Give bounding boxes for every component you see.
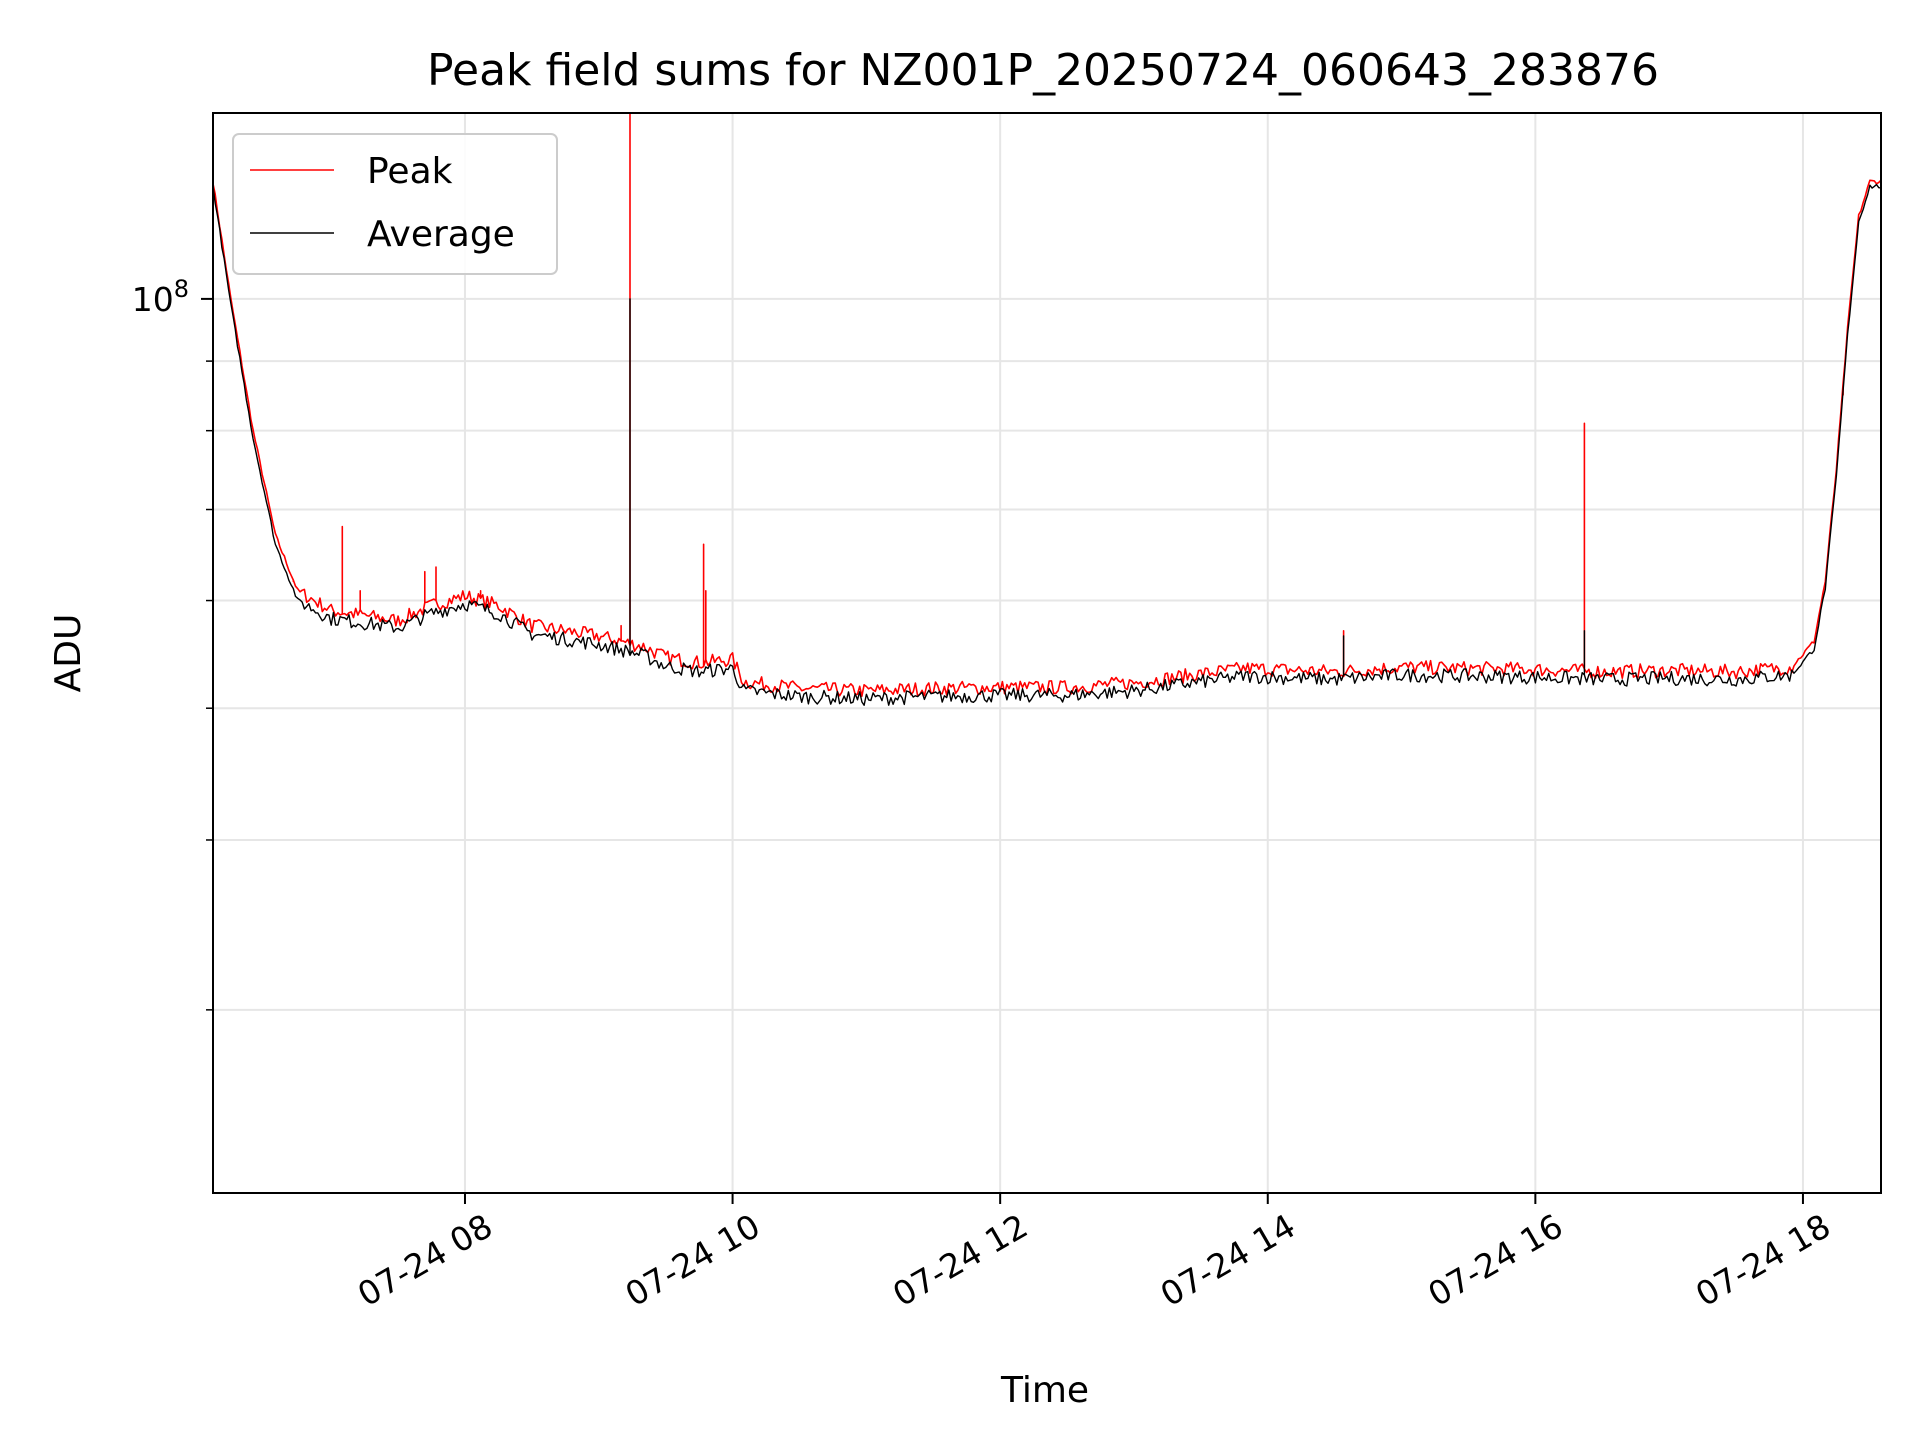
series-layer — [213, 113, 1881, 706]
legend-label-average: Average — [367, 214, 515, 255]
series-line-average — [213, 183, 1881, 706]
grid — [213, 113, 1881, 1193]
x-axis-label: Time — [1000, 1370, 1089, 1411]
series-line-peak — [213, 113, 1881, 697]
y-axis: 108 — [132, 275, 213, 1011]
y-axis-label: ADU — [48, 614, 89, 693]
legend-box — [232, 133, 558, 275]
chart-title: Peak field sums for NZ001P_20250724_0606… — [427, 45, 1659, 96]
legend: Peak Average — [232, 133, 558, 275]
y-tick-label: 108 — [132, 275, 189, 319]
plot-frame — [212, 112, 1882, 1194]
legend-label-peak: Peak — [367, 151, 453, 192]
